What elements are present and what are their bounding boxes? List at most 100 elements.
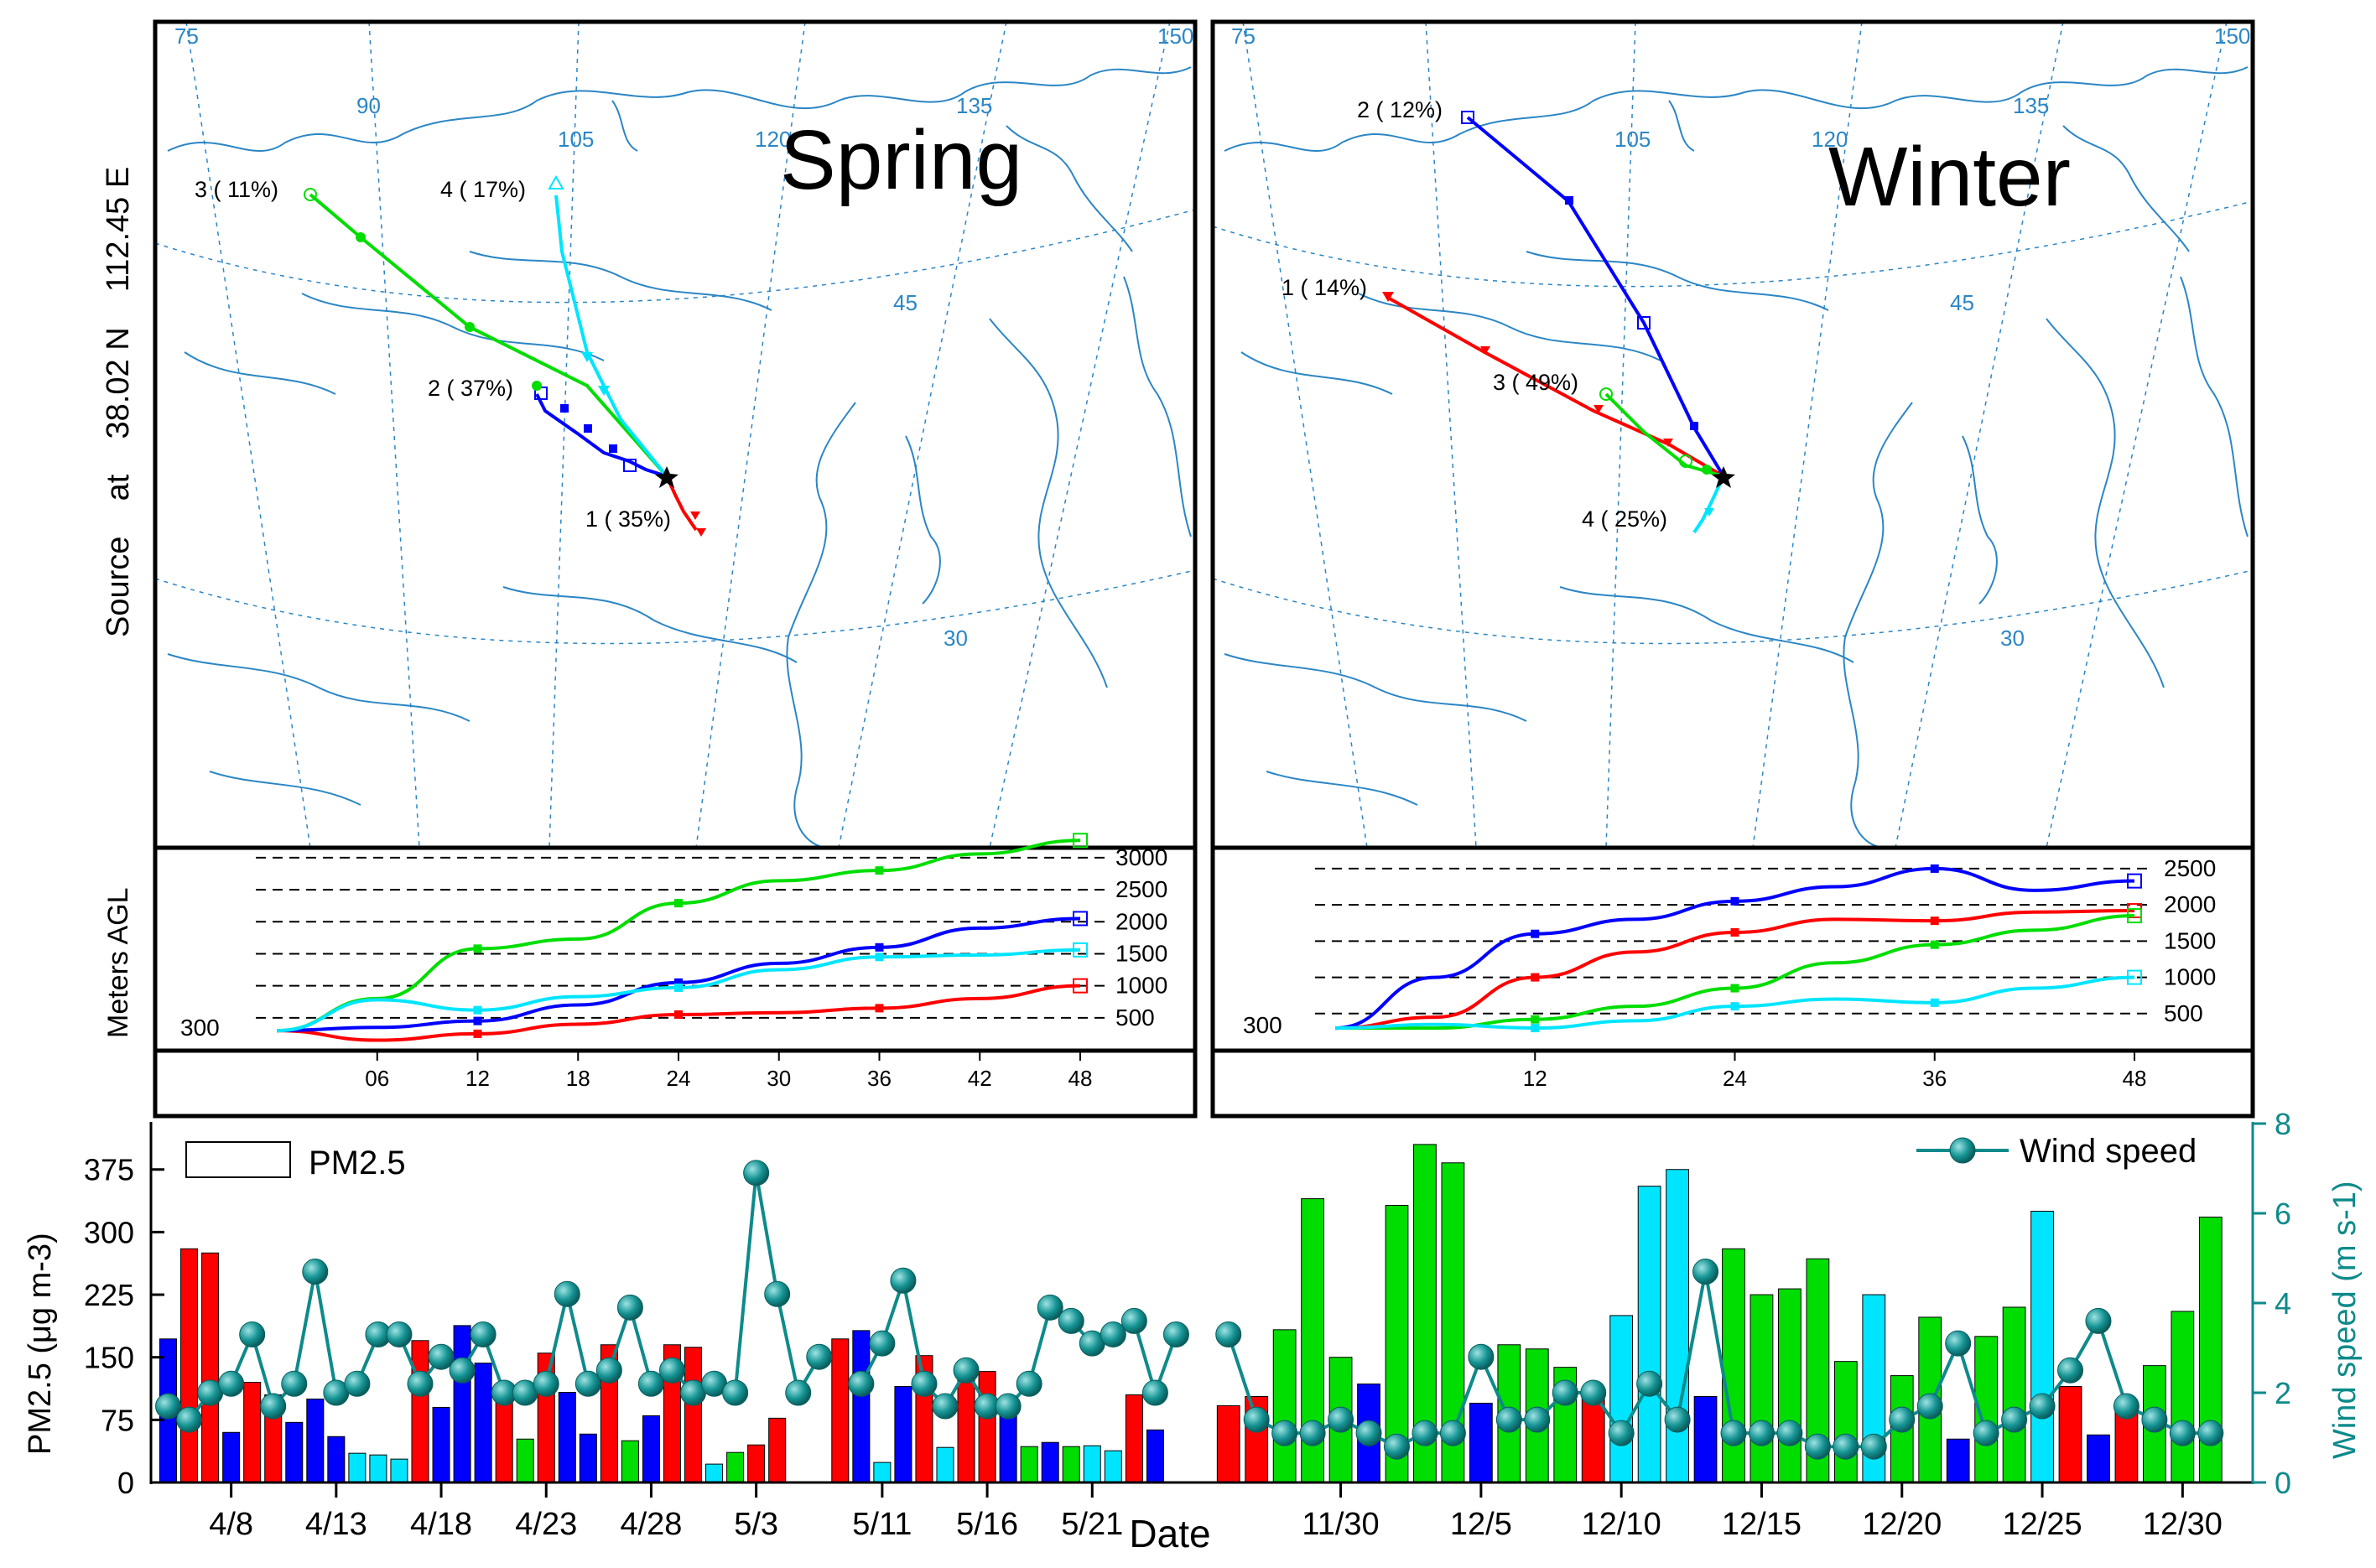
wind-speed-point: [2001, 1406, 2028, 1433]
date-tick-label: 12/30: [2143, 1507, 2223, 1542]
wind-speed-point: [869, 1330, 896, 1357]
pm25-bar: [852, 1330, 871, 1483]
wind-speed-point: [1916, 1393, 1943, 1420]
cluster-label: 1 ( 35%): [585, 506, 671, 532]
height-marker: [1930, 998, 1939, 1007]
winter-cluster-labels: 1 ( 14%) 2 ( 12%) 3 ( 49%) 4 ( 25%): [1282, 97, 1667, 532]
lon-label: 75: [174, 23, 199, 49]
wind-speed-point: [722, 1379, 749, 1406]
pm25-y-tick-label: 375: [84, 1153, 134, 1187]
lon-label: 135: [2013, 93, 2049, 118]
pm25-bar: [831, 1338, 850, 1483]
pm25-bar: [453, 1325, 471, 1483]
height-label: 500: [2164, 1000, 2203, 1026]
wind-speed-point: [932, 1393, 959, 1420]
date-tick-label: 12/10: [1582, 1507, 1661, 1542]
height-end-marker: [1073, 942, 1088, 958]
wind-speed-point: [1058, 1307, 1084, 1334]
wind-speed-point: [658, 1357, 685, 1384]
wind-speed-point: [344, 1370, 371, 1397]
wind-speed-point: [1383, 1433, 1410, 1460]
wind-speed-point: [1037, 1294, 1063, 1321]
pm25-bar: [2002, 1306, 2026, 1483]
spring-title: Spring: [780, 113, 1022, 207]
cluster-label: 3 ( 11%): [195, 177, 278, 202]
height-marker: [875, 942, 884, 952]
pm25-bar: [2171, 1311, 2195, 1483]
wind-speed-point: [218, 1370, 245, 1397]
cluster-label: 2 ( 12%): [1357, 97, 1443, 122]
wind-speed-point: [1973, 1420, 1999, 1446]
date-tick-label: 4/23: [515, 1507, 577, 1542]
date-axis-label: Date: [1129, 1512, 1210, 1555]
lon-label: 75: [1231, 23, 1256, 49]
date-tick-label: 12/5: [1450, 1507, 1512, 1542]
pm25-bar: [1020, 1446, 1038, 1483]
height-marker: [473, 1016, 482, 1025]
height-label: 1000: [1115, 973, 1167, 999]
wind-speed-point: [1412, 1420, 1438, 1446]
wind-speed-point: [1889, 1406, 1916, 1433]
lon-label: 135: [956, 93, 992, 118]
height-marker: [473, 944, 482, 953]
pm25-bar: [873, 1462, 892, 1483]
winter-lat-labels: 45 30: [1950, 290, 2025, 651]
cluster-label: 2 ( 37%): [428, 376, 513, 401]
height-x-tick-label: 12: [1523, 1066, 1547, 1091]
pm25-bar: [1272, 1329, 1297, 1483]
height-x-tick-label: 36: [1922, 1066, 1947, 1091]
height-end-marker: [2127, 873, 2142, 889]
pm25-bar: [201, 1252, 220, 1483]
cluster-label: 4 ( 25%): [1582, 506, 1667, 532]
lon-label: 90: [356, 93, 381, 118]
height-marker: [875, 953, 884, 962]
pm25-bar: [684, 1347, 703, 1483]
wind-speed-point: [2057, 1357, 2084, 1384]
wind-speed-point: [806, 1343, 833, 1370]
spring-trajectories: [309, 193, 698, 532]
wind-speed-point: [1299, 1420, 1326, 1446]
start-height-label: 300: [180, 1015, 220, 1041]
wind-speed-point: [533, 1370, 559, 1397]
wind-speed-point: [785, 1379, 812, 1406]
height-marker: [875, 866, 884, 875]
wind-speed-point: [176, 1406, 203, 1433]
lat-label: 30: [944, 626, 968, 651]
height-marker: [1730, 984, 1739, 993]
height-marker: [674, 1010, 683, 1019]
pm25-bar: [1609, 1315, 1634, 1483]
height-end-marker: [1073, 978, 1088, 994]
height-label: 1500: [1115, 940, 1167, 966]
wind-speed-point: [1945, 1330, 1972, 1357]
date-tick-label: 4/28: [620, 1507, 682, 1542]
wind-speed-point: [911, 1370, 938, 1397]
pm25-bar: [747, 1444, 766, 1483]
wind-y-tick-label: 4: [2275, 1286, 2291, 1321]
pm25-bar: [306, 1398, 325, 1483]
date-tick-label: 12/25: [2003, 1507, 2082, 1542]
lon-label: 120: [755, 127, 791, 152]
wind-speed-point: [764, 1280, 791, 1307]
date-tick-label: 4/8: [209, 1507, 253, 1542]
lon-label: 120: [1812, 127, 1848, 152]
wind-speed-point: [2113, 1393, 2139, 1420]
spring-coastlines: [167, 66, 1192, 848]
date-tick-label: 12/15: [1722, 1507, 1801, 1542]
wind-speed-point: [1636, 1370, 1663, 1397]
date-tick-label: 5/16: [956, 1507, 1018, 1542]
height-marker: [1730, 1002, 1739, 1011]
height-label: 2000: [1115, 908, 1167, 934]
winter-lon-labels: 75 105 120 135 150: [1231, 23, 2250, 152]
height-marker: [1531, 973, 1540, 982]
wind-speed-point: [1439, 1420, 1466, 1446]
date-tick-label: 11/30: [1302, 1507, 1379, 1542]
wind-legend-label: Wind speed: [2020, 1133, 2197, 1170]
date-tick-label: 5/21: [1061, 1507, 1123, 1542]
wind-speed-point: [554, 1280, 580, 1307]
winter-map: 75 105 120 135 150 45 30 Winter 1 ( 14%)…: [1213, 22, 2253, 848]
height-marker: [1730, 896, 1739, 906]
wind-speed-point: [1608, 1420, 1635, 1446]
pm25-bar: [1083, 1445, 1101, 1483]
pm25-bar: [327, 1436, 346, 1483]
spring-map: 75 90 105 120 135 150 45 30 Spring 1 ( 3…: [155, 22, 1195, 848]
